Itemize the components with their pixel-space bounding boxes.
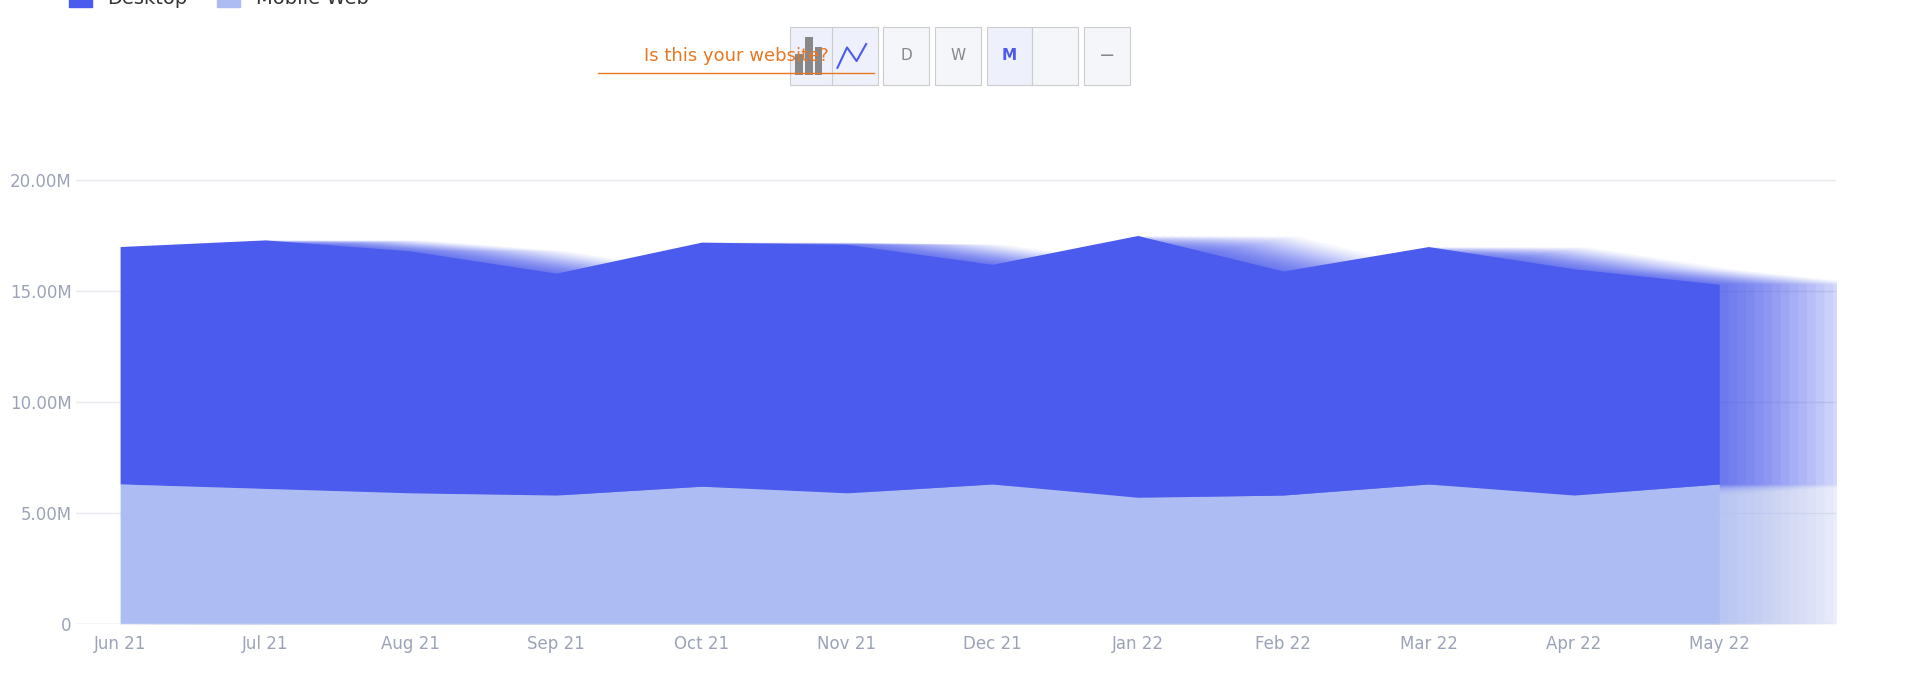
Legend: Desktop, Mobile Web: Desktop, Mobile Web xyxy=(69,0,369,8)
Text: W: W xyxy=(950,48,966,64)
Text: M: M xyxy=(1002,48,1017,64)
Text: Is this your website?: Is this your website? xyxy=(644,47,828,65)
Text: D: D xyxy=(901,48,912,64)
Text: −: − xyxy=(1099,46,1115,66)
